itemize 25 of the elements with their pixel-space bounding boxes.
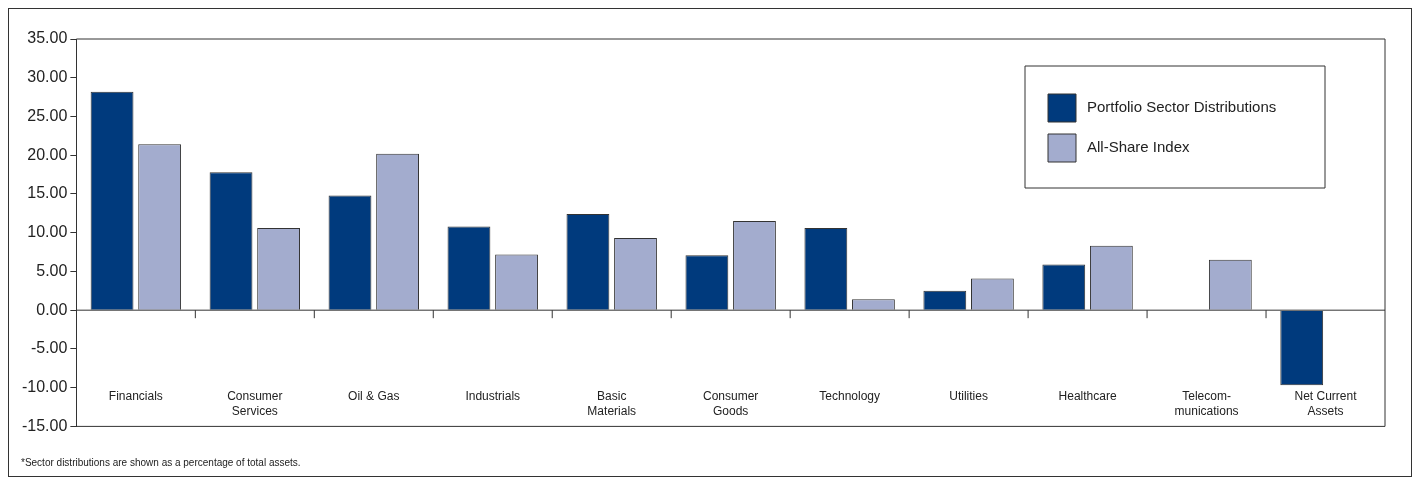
- x-tick-label: Telecom- munications: [1174, 388, 1239, 418]
- legend-label: All-Share Index: [1087, 138, 1191, 156]
- x-tick-label: Technology: [819, 388, 881, 403]
- y-tick-label: 25.00: [27, 106, 68, 124]
- y-tick-label: 35.00: [27, 29, 68, 47]
- legend-label: Portfolio Sector Distributions: [1087, 98, 1277, 116]
- y-tick-label: 5.00: [36, 261, 68, 279]
- y-tick-label: 30.00: [27, 68, 68, 86]
- x-tick-label: Net Current Assets: [1294, 388, 1358, 418]
- x-tick-label: Utilities: [949, 388, 988, 403]
- y-tick-label: 0.00: [36, 300, 68, 318]
- text: *Sector distributions are shown as a percentage of total assets.: [21, 457, 302, 468]
- y-tick-label: 10.00: [27, 223, 68, 241]
- x-tick-label: Basic Materials: [587, 388, 637, 418]
- x-tick-label: Consumer Goods: [703, 388, 759, 418]
- y-tick-label: -10.00: [21, 378, 68, 396]
- x-tick-label: Oil & Gas: [348, 388, 400, 403]
- x-tick-label: Consumer Services: [227, 388, 283, 418]
- x-tick-label: Financials: [108, 388, 163, 403]
- y-tick-label: -5.00: [30, 339, 68, 357]
- x-tick-label: Healthcare: [1058, 388, 1117, 403]
- y-tick-label: 15.00: [27, 184, 68, 202]
- y-tick-label: -15.00: [21, 416, 68, 434]
- x-tick-label: Industrials: [465, 388, 521, 403]
- y-tick-label: 20.00: [27, 145, 68, 163]
